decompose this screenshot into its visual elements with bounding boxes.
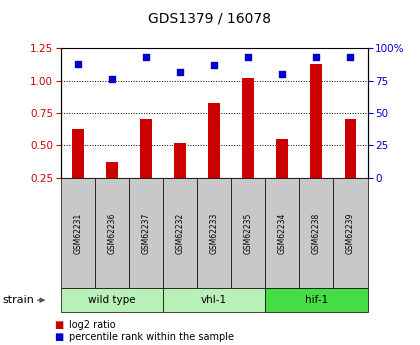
Text: wild type: wild type (88, 295, 136, 305)
Text: GSM62231: GSM62231 (74, 212, 82, 254)
Bar (344, 119, 357, 178)
Bar (72, 129, 84, 178)
Text: GSM62239: GSM62239 (346, 212, 355, 254)
Text: GSM62234: GSM62234 (278, 212, 287, 254)
Point (211, 62, 218, 68)
Point (245, 55, 252, 60)
Bar (208, 103, 220, 178)
Text: ■: ■ (55, 320, 64, 330)
Text: hif-1: hif-1 (305, 295, 328, 305)
Bar (242, 78, 254, 178)
Text: GSM62236: GSM62236 (108, 212, 116, 254)
Point (109, 77, 116, 82)
Point (75, 61, 81, 67)
Text: GSM62233: GSM62233 (210, 212, 219, 254)
Point (313, 55, 320, 60)
Bar (310, 64, 323, 178)
Text: log2 ratio: log2 ratio (69, 320, 116, 330)
Point (347, 55, 354, 60)
Text: vhl-1: vhl-1 (201, 295, 227, 305)
Point (279, 71, 286, 77)
Text: GSM62235: GSM62235 (244, 212, 253, 254)
Text: GSM62232: GSM62232 (176, 212, 185, 254)
Bar (276, 139, 288, 178)
Text: GSM62238: GSM62238 (312, 212, 321, 254)
Bar (106, 162, 118, 178)
Text: strain: strain (2, 295, 34, 305)
Point (143, 55, 150, 60)
Text: GSM62237: GSM62237 (142, 212, 150, 254)
Point (177, 69, 184, 75)
Text: ■: ■ (55, 333, 64, 342)
Text: GDS1379 / 16078: GDS1379 / 16078 (149, 12, 271, 26)
Text: percentile rank within the sample: percentile rank within the sample (69, 333, 234, 342)
Bar (140, 119, 152, 178)
Bar (174, 143, 186, 178)
